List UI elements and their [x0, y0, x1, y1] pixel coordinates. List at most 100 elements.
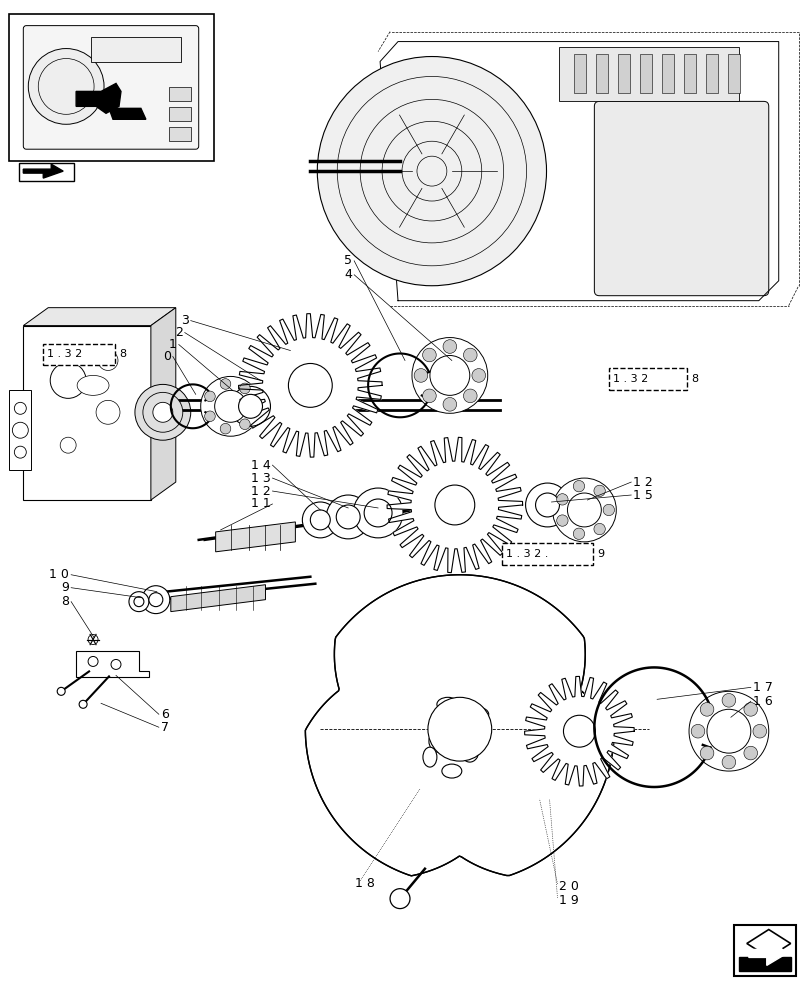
Text: 1 4: 1 4 — [251, 459, 270, 472]
Bar — [43, 344, 115, 365]
Circle shape — [200, 376, 260, 436]
Circle shape — [443, 340, 456, 353]
Circle shape — [603, 504, 614, 516]
Circle shape — [143, 392, 182, 432]
Text: 2: 2 — [174, 326, 182, 339]
Circle shape — [699, 703, 713, 716]
Text: 3: 3 — [181, 314, 188, 327]
Text: 1 . 3 2: 1 . 3 2 — [47, 349, 83, 359]
Polygon shape — [748, 941, 786, 965]
Bar — [573, 54, 586, 93]
Text: 2 0: 2 0 — [559, 880, 578, 893]
Circle shape — [427, 697, 491, 761]
Bar — [169, 127, 191, 141]
Circle shape — [326, 495, 370, 539]
Text: 1 8: 1 8 — [354, 877, 375, 890]
Bar — [10, 390, 32, 470]
Ellipse shape — [466, 707, 488, 721]
Polygon shape — [76, 83, 121, 113]
Circle shape — [752, 724, 766, 738]
Bar — [705, 54, 717, 93]
Circle shape — [721, 693, 735, 707]
Bar — [501, 543, 593, 565]
Circle shape — [411, 338, 487, 413]
Text: 8: 8 — [61, 595, 69, 608]
Circle shape — [422, 348, 436, 362]
Circle shape — [220, 379, 230, 389]
Circle shape — [743, 703, 757, 716]
Circle shape — [567, 493, 601, 527]
Text: 1 2: 1 2 — [251, 485, 270, 498]
Bar — [19, 163, 74, 181]
Circle shape — [463, 348, 477, 362]
Bar — [10, 14, 213, 161]
Circle shape — [50, 362, 86, 398]
Circle shape — [563, 715, 594, 747]
Circle shape — [79, 700, 87, 708]
Circle shape — [435, 485, 474, 525]
Circle shape — [111, 659, 121, 669]
Circle shape — [148, 593, 163, 607]
Bar — [661, 54, 673, 93]
FancyBboxPatch shape — [594, 101, 768, 296]
Text: 1 3: 1 3 — [251, 472, 270, 485]
Text: 1 0: 1 0 — [49, 568, 69, 581]
Polygon shape — [238, 314, 382, 457]
Circle shape — [463, 389, 477, 403]
Circle shape — [414, 369, 427, 382]
FancyBboxPatch shape — [24, 26, 199, 149]
Circle shape — [230, 386, 270, 426]
Circle shape — [556, 515, 568, 526]
Ellipse shape — [441, 764, 461, 778]
Circle shape — [204, 411, 215, 422]
Ellipse shape — [77, 375, 109, 395]
Circle shape — [317, 57, 546, 286]
Text: 6: 6 — [161, 708, 169, 721]
Bar — [91, 37, 181, 62]
Text: 1 . 3 2 .: 1 . 3 2 . — [505, 549, 547, 559]
Circle shape — [248, 401, 259, 412]
Circle shape — [389, 889, 410, 909]
Circle shape — [525, 483, 569, 527]
Text: 1 2: 1 2 — [633, 476, 652, 489]
Circle shape — [15, 446, 26, 458]
Circle shape — [238, 394, 262, 418]
Polygon shape — [170, 585, 265, 612]
Polygon shape — [109, 108, 146, 119]
Text: 1: 1 — [169, 338, 177, 351]
Circle shape — [443, 398, 456, 411]
Bar — [24, 326, 151, 500]
Circle shape — [556, 494, 568, 505]
Circle shape — [135, 384, 191, 440]
Circle shape — [204, 391, 215, 402]
Circle shape — [573, 528, 584, 539]
Circle shape — [28, 49, 104, 124]
Circle shape — [88, 656, 98, 666]
Bar — [169, 87, 191, 101]
Polygon shape — [305, 575, 613, 876]
Text: 8: 8 — [119, 349, 126, 359]
Circle shape — [743, 746, 757, 760]
Circle shape — [353, 488, 402, 538]
Circle shape — [573, 480, 584, 492]
Polygon shape — [216, 522, 295, 552]
Circle shape — [129, 592, 148, 612]
Circle shape — [336, 505, 360, 529]
Bar — [608, 368, 686, 390]
Text: 1 . 3 2: 1 . 3 2 — [612, 374, 648, 384]
Bar — [639, 54, 651, 93]
Polygon shape — [387, 437, 522, 573]
Circle shape — [363, 499, 392, 527]
Polygon shape — [380, 42, 778, 301]
Bar — [595, 54, 607, 93]
Circle shape — [239, 383, 250, 394]
Text: 7: 7 — [161, 721, 169, 734]
Polygon shape — [746, 930, 790, 957]
Text: 1 9: 1 9 — [559, 894, 578, 907]
Circle shape — [60, 437, 76, 453]
Circle shape — [551, 478, 616, 542]
Circle shape — [142, 586, 169, 614]
Circle shape — [706, 709, 750, 753]
Text: 1 7: 1 7 — [752, 681, 772, 694]
Circle shape — [690, 724, 704, 738]
